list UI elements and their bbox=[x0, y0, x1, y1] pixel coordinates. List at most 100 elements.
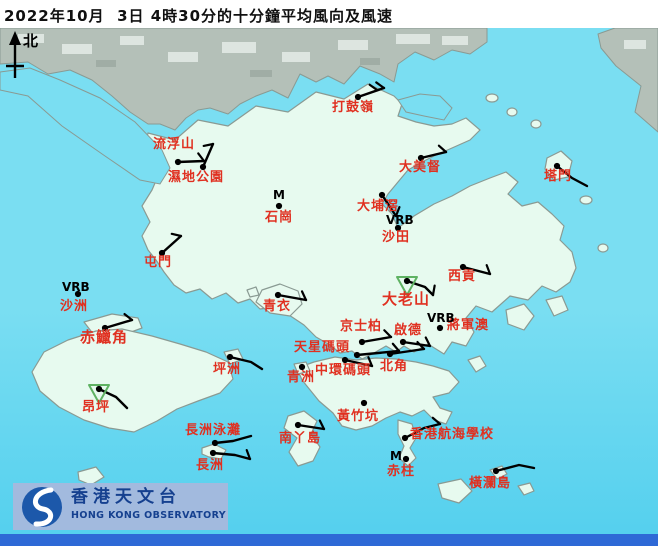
wind-barb-wetland-park bbox=[201, 142, 215, 169]
station-label-waglan-island: 橫瀾島 bbox=[469, 476, 512, 491]
station-dot-sai-kung bbox=[459, 263, 467, 271]
station-dot-chek-lap-kok bbox=[101, 324, 109, 332]
wind-barb-kai-tak bbox=[401, 340, 432, 348]
wind-barb-lamma-island bbox=[296, 423, 326, 431]
station-label-sha-tin: 沙田 bbox=[382, 230, 411, 245]
station-marker-shek-kong: M bbox=[273, 188, 285, 202]
station-dot-sea-school bbox=[401, 434, 409, 442]
stations-layer bbox=[74, 81, 589, 475]
station-label-kai-tak: 啟德 bbox=[394, 323, 423, 338]
station-dot-central-pier bbox=[341, 356, 349, 364]
station-label-tap-mun: 塔門 bbox=[544, 169, 573, 184]
wind-barb-flick-north-point bbox=[416, 340, 426, 351]
wind-barb-north-point bbox=[388, 347, 426, 356]
wind-barb-flick-ta-kwu-ling bbox=[368, 83, 379, 92]
wind-barb-flick-tuen-mun bbox=[170, 232, 183, 238]
north-arrow bbox=[6, 31, 24, 78]
station-dot-cheung-chau bbox=[209, 449, 217, 457]
station-label-cheung-chau-beach: 長洲泳灘 bbox=[185, 423, 242, 438]
wind-barb-central-pier bbox=[343, 358, 374, 368]
wind-barb-flick-star-ferry-pier bbox=[391, 342, 401, 353]
wind-barb-flick-lau-fau-shan bbox=[197, 152, 206, 163]
map-deep-bay bbox=[0, 67, 171, 185]
wind-barb-tsing-yi bbox=[276, 293, 308, 302]
wind-barb-flick-cheung-chau bbox=[245, 448, 252, 461]
hko-banner: 香港天文台 HONG KONG OBSERVATORY bbox=[13, 483, 228, 530]
station-marker-stanley: M bbox=[390, 449, 402, 463]
wind-barb-peng-chau bbox=[228, 355, 264, 371]
station-dot-tseung-kwan-o bbox=[436, 324, 444, 332]
wind-barb-flick-sea-school bbox=[431, 416, 442, 426]
title-bar: 2022年10月 3日 4時30分的十分鐘平均風向及風速 bbox=[0, 0, 658, 28]
urban-texture bbox=[18, 34, 646, 77]
station-label-lau-fau-shan: 流浮山 bbox=[153, 137, 196, 152]
hill-triangle-ngong-ping bbox=[88, 384, 110, 404]
wind-barb-cheung-chau-beach bbox=[213, 434, 253, 445]
footer-strip bbox=[0, 534, 658, 546]
hko-name-english: HONG KONG OBSERVATORY bbox=[71, 510, 227, 521]
station-label-tseung-kwan-o: 將軍澳 bbox=[447, 318, 490, 333]
map-islands bbox=[31, 93, 609, 504]
map-title: 2022年10月 3日 4時30分的十分鐘平均風向及風速 bbox=[4, 7, 394, 25]
wind-barb-flick-sai-kung bbox=[485, 263, 492, 276]
station-label-stanley: 赤柱 bbox=[387, 464, 416, 479]
wind-barb-sai-kung bbox=[461, 265, 492, 276]
wind-barb-flick-kai-tak bbox=[424, 336, 432, 348]
station-label-tai-mei-tuk: 大美督 bbox=[399, 160, 442, 175]
station-dot-ta-kwu-ling bbox=[354, 93, 362, 101]
station-label-lamma-island: 南丫島 bbox=[279, 431, 322, 446]
hko-name-chinese: 香港天文台 bbox=[71, 487, 181, 507]
station-label-ngong-ping: 昂坪 bbox=[82, 400, 111, 415]
station-label-tsing-yi: 青衣 bbox=[263, 299, 292, 314]
station-dot-tsing-yi bbox=[274, 291, 282, 299]
station-label-sha-chau: 沙洲 bbox=[60, 299, 89, 314]
wind-barb-sea-school bbox=[403, 422, 442, 440]
wind-barb-flick-kings-park bbox=[383, 329, 393, 339]
wind-barb-flick-tsing-yi bbox=[300, 290, 308, 302]
station-marker-sha-tin: VRB bbox=[386, 213, 414, 227]
station-label-wetland-park: 濕地公園 bbox=[168, 170, 225, 185]
wind-barb-tai-po-kau bbox=[380, 193, 398, 218]
station-label-tuen-mun: 屯門 bbox=[144, 255, 173, 270]
station-dot-waglan-island bbox=[492, 467, 500, 475]
station-dot-kings-park bbox=[358, 338, 366, 346]
hko-logo-icon bbox=[22, 487, 62, 527]
map-shenzhen-land bbox=[0, 27, 488, 131]
wind-barb-cheung-chau bbox=[211, 451, 252, 461]
wind-barb-flick-tates-cairn bbox=[431, 284, 436, 297]
station-dot-sha-tin bbox=[394, 224, 402, 232]
wind-barb-tap-mun bbox=[555, 164, 589, 188]
station-dot-stanley bbox=[402, 455, 410, 463]
hill-triangle-tates-cairn bbox=[396, 276, 418, 296]
station-dot-lau-fau-shan bbox=[174, 158, 182, 166]
map-yantian-land bbox=[597, 27, 658, 133]
station-label-peng-chau: 坪洲 bbox=[213, 362, 242, 377]
wind-barb-tai-mei-tuk bbox=[419, 150, 448, 160]
station-dot-north-point bbox=[386, 350, 394, 358]
station-dot-sha-chau bbox=[74, 290, 82, 298]
wind-barb-lau-fau-shan bbox=[176, 159, 206, 164]
wind-barb-flick-central-pier bbox=[367, 356, 374, 368]
wind-barb-kings-park bbox=[360, 335, 393, 344]
station-marker-sha-chau: VRB bbox=[62, 280, 90, 294]
wind-barb-waglan-island bbox=[494, 463, 536, 473]
station-dot-wong-chuk-hang bbox=[360, 399, 368, 407]
station-dot-star-ferry-pier bbox=[353, 351, 361, 359]
station-dot-tai-mei-tuk bbox=[417, 154, 425, 162]
wind-barb-flick-ta-kwu-ling bbox=[375, 81, 386, 90]
station-dot-green-island bbox=[298, 363, 306, 371]
station-label-green-island: 青洲 bbox=[287, 370, 316, 385]
station-label-tates-cairn: 大老山 bbox=[382, 290, 431, 308]
wind-barb-chek-lap-kok bbox=[103, 318, 134, 330]
wind-barb-flick-tai-po-kau bbox=[394, 206, 401, 218]
station-dot-wetland-park bbox=[199, 163, 207, 171]
station-dot-lamma-island bbox=[294, 421, 302, 429]
station-dot-ngong-ping bbox=[95, 385, 103, 393]
station-label-cheung-chau: 長洲 bbox=[196, 458, 225, 473]
map-starling-inlet bbox=[397, 93, 453, 121]
station-label-central-pier: 中環碼頭 bbox=[315, 363, 372, 378]
station-label-tai-po-kau: 大埔滘 bbox=[357, 199, 400, 214]
station-label-shek-kong: 石崗 bbox=[265, 210, 294, 225]
wind-barb-ta-kwu-ling bbox=[356, 86, 386, 99]
station-label-sea-school: 香港航海學校 bbox=[410, 427, 495, 442]
